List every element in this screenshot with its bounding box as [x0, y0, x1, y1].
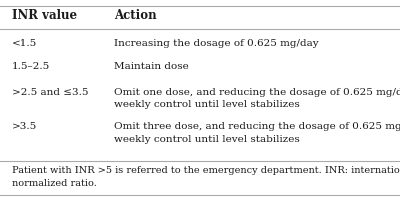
- Text: >2.5 and ≤3.5: >2.5 and ≤3.5: [12, 88, 88, 97]
- Text: 1.5–2.5: 1.5–2.5: [12, 62, 50, 71]
- Text: >3.5: >3.5: [12, 122, 37, 131]
- Text: Patient with INR >5 is referred to the emergency department. INR: international
: Patient with INR >5 is referred to the e…: [12, 166, 400, 188]
- Text: <1.5: <1.5: [12, 39, 37, 48]
- Text: INR value: INR value: [12, 9, 77, 22]
- Text: Action: Action: [114, 9, 157, 22]
- Text: Increasing the dosage of 0.625 mg/day: Increasing the dosage of 0.625 mg/day: [114, 39, 319, 48]
- Text: Omit three dose, and reducing the dosage of 0.625 mg/day,
weekly control until l: Omit three dose, and reducing the dosage…: [114, 122, 400, 144]
- Text: Maintain dose: Maintain dose: [114, 62, 189, 71]
- Text: Omit one dose, and reducing the dosage of 0.625 mg/day,
weekly control until lev: Omit one dose, and reducing the dosage o…: [114, 88, 400, 109]
